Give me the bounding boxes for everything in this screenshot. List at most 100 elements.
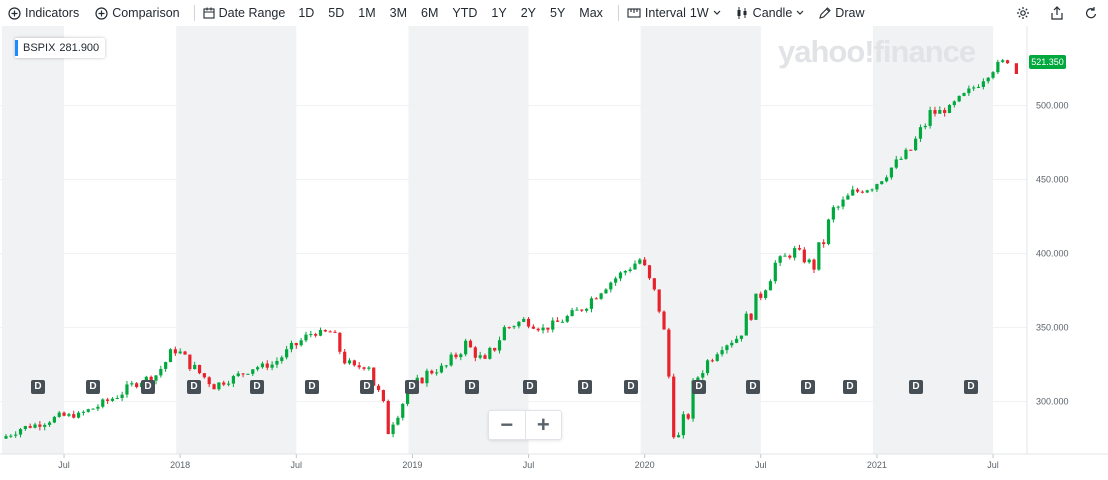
candle xyxy=(531,324,535,330)
range-3m[interactable]: 3M xyxy=(389,6,408,20)
dividend-marker[interactable]: D xyxy=(250,380,264,394)
dividend-marker[interactable]: D xyxy=(360,380,374,394)
range-1y[interactable]: 1Y xyxy=(491,6,507,20)
candle xyxy=(72,410,76,419)
range-6m[interactable]: 6M xyxy=(421,6,439,20)
zoom-control: − + xyxy=(488,410,562,440)
candle xyxy=(991,70,995,80)
dividend-marker[interactable]: D xyxy=(405,380,419,394)
candle xyxy=(23,425,27,431)
zoom-in-button[interactable]: + xyxy=(526,411,562,439)
gear-icon[interactable] xyxy=(1016,6,1030,20)
candle xyxy=(855,187,860,194)
candle xyxy=(957,95,961,103)
chart-type-button[interactable]: Candle xyxy=(735,6,805,20)
range-5y[interactable]: 5Y xyxy=(550,6,566,20)
candle xyxy=(904,147,908,160)
candle xyxy=(614,276,618,286)
range-1m[interactable]: 1M xyxy=(358,6,376,20)
dividend-marker[interactable]: D xyxy=(31,380,45,394)
chart-gridlines xyxy=(0,105,1027,403)
dividend-marker[interactable]: D xyxy=(909,380,923,394)
dividend-marker[interactable]: D xyxy=(86,380,100,394)
candle xyxy=(914,136,918,151)
dividend-marker[interactable]: D xyxy=(746,380,760,394)
chevron-down-icon xyxy=(713,10,721,16)
candle xyxy=(28,423,32,429)
candle xyxy=(880,180,884,185)
range-selector: 1D 5D 1M 3M 6M YTD 1Y 2Y 5Y Max xyxy=(291,6,610,20)
range-1d[interactable]: 1D xyxy=(298,6,315,20)
yahoo-finance-watermark: yahoo!finance xyxy=(778,34,976,69)
candle xyxy=(686,413,690,421)
candle xyxy=(986,76,990,84)
dividend-marker[interactable]: D xyxy=(692,380,706,394)
dividend-marker[interactable]: D xyxy=(465,380,479,394)
price-chart[interactable]: 500.000 450.000 400.000 350.000 300.000 Jul 2… xyxy=(0,26,1108,480)
draw-button[interactable]: Draw xyxy=(818,6,864,20)
candle xyxy=(705,359,710,376)
dividend-marker[interactable]: D xyxy=(141,380,155,394)
comparison-label: Comparison xyxy=(112,6,180,20)
candle xyxy=(110,397,115,402)
y-axis: 500.000 450.000 400.000 350.000 300.000 xyxy=(1036,101,1069,407)
candle xyxy=(928,106,932,129)
range-max[interactable]: Max xyxy=(579,6,603,20)
symbol-value: 281.900 xyxy=(59,42,100,54)
y-tick-label: 300.000 xyxy=(1036,397,1069,407)
dividend-marker[interactable]: D xyxy=(305,380,319,394)
candle xyxy=(657,289,661,314)
dividend-marker[interactable]: D xyxy=(964,380,978,394)
share-icon[interactable] xyxy=(1050,6,1064,20)
interval-value: 1W xyxy=(689,6,709,20)
candle xyxy=(425,368,429,387)
candle xyxy=(846,193,850,200)
indicators-label: Indicators xyxy=(25,6,80,20)
candle xyxy=(851,185,855,196)
dividend-marker[interactable]: D xyxy=(801,380,815,394)
candle xyxy=(318,327,323,337)
candle xyxy=(381,389,385,403)
candle xyxy=(909,149,913,151)
dividend-marker[interactable]: D xyxy=(843,380,857,394)
candle xyxy=(473,345,477,362)
candle xyxy=(565,314,569,323)
candle xyxy=(352,359,356,367)
comparison-button[interactable]: Comparison xyxy=(95,6,180,20)
candle xyxy=(396,415,400,426)
dividend-marker[interactable]: D xyxy=(624,380,638,394)
dividend-marker[interactable]: D xyxy=(187,380,201,394)
candle xyxy=(609,281,613,293)
candle xyxy=(435,369,439,376)
range-2y[interactable]: 2Y xyxy=(520,6,536,20)
candle xyxy=(86,408,90,413)
x-tick-label: Jul xyxy=(755,460,767,470)
symbol-legend[interactable]: BSPIX 281.900 xyxy=(15,38,106,58)
candle xyxy=(638,258,642,265)
candle xyxy=(173,346,177,356)
date-range-button[interactable]: Date Range xyxy=(203,6,285,20)
candle xyxy=(333,329,337,333)
candle xyxy=(996,59,1000,75)
candle xyxy=(362,366,366,371)
candle xyxy=(701,370,705,380)
dividend-marker[interactable]: D xyxy=(578,380,592,394)
refresh-icon[interactable] xyxy=(1084,6,1098,20)
candle xyxy=(976,84,981,89)
x-tick-label: Jul xyxy=(291,460,303,470)
range-ytd[interactable]: YTD xyxy=(452,6,478,20)
candle xyxy=(231,374,236,388)
candle xyxy=(120,391,124,402)
indicators-button[interactable]: Indicators xyxy=(8,6,79,20)
x-tick-label: 2021 xyxy=(867,460,887,470)
interval-button[interactable]: Interval 1W xyxy=(627,6,721,20)
range-5d[interactable]: 5D xyxy=(328,6,345,20)
candle xyxy=(159,365,163,378)
candle xyxy=(884,175,889,183)
zoom-out-button[interactable]: − xyxy=(489,411,526,439)
candle xyxy=(202,372,206,379)
candle xyxy=(67,412,71,418)
dividend-marker[interactable]: D xyxy=(523,380,537,394)
y-tick-label: 400.000 xyxy=(1036,249,1069,259)
candle xyxy=(604,288,608,294)
